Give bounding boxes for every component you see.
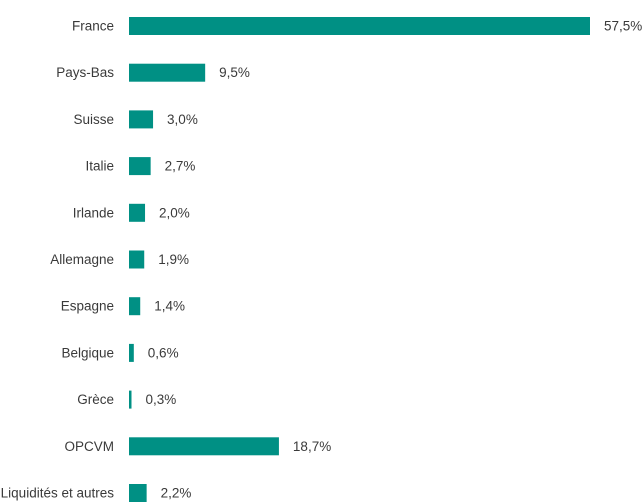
bar-row: Italie 2,7% (85, 157, 196, 176)
bar-row: Suisse 3,0% (73, 110, 198, 129)
bar-row: France 57,5% (72, 17, 642, 35)
bar-row: OPCVM 18,7% (64, 437, 331, 456)
value-label: 1,4% (154, 299, 185, 314)
bar-row: Grèce 0,3% (77, 390, 177, 409)
value-label: 18,7% (293, 439, 331, 454)
value-label: 3,0% (167, 112, 198, 127)
value-label: 1,9% (158, 252, 189, 267)
value-label: 0,6% (148, 345, 179, 360)
category-label: Irlande (73, 205, 114, 220)
bar (129, 63, 206, 82)
category-label: Pays-Bas (56, 65, 114, 80)
bar (129, 17, 590, 35)
bar-row: Espagne 1,4% (61, 297, 185, 316)
value-label: 0,3% (146, 392, 177, 407)
value-label: 2,2% (161, 486, 192, 501)
bar (129, 110, 154, 129)
bar-row: Liquidités et autres 2,2% (1, 484, 192, 502)
value-label: 57,5% (604, 19, 642, 34)
bar (129, 437, 279, 456)
category-label: OPCVM (64, 439, 114, 454)
category-label: Suisse (73, 112, 114, 127)
bar (129, 250, 145, 269)
bar (129, 203, 146, 222)
value-label: 2,0% (159, 205, 190, 220)
bar (129, 157, 151, 176)
category-label: France (72, 19, 114, 34)
bar (129, 297, 141, 316)
category-label: Liquidités et autres (1, 486, 115, 501)
bar-row: Allemagne 1,9% (50, 250, 189, 269)
bar (129, 390, 132, 409)
category-label: Allemagne (50, 252, 114, 267)
bar (129, 343, 134, 362)
bar (129, 484, 147, 502)
value-label: 9,5% (219, 65, 250, 80)
bar-row: Belgique 0,6% (61, 343, 179, 362)
bar-row: Irlande 2,0% (73, 203, 190, 222)
bar-row: Pays-Bas 9,5% (56, 63, 250, 82)
value-label: 2,7% (165, 159, 196, 174)
category-label: Espagne (61, 299, 114, 314)
category-label: Belgique (61, 345, 114, 360)
category-label: Italie (85, 159, 114, 174)
category-label: Grèce (77, 392, 114, 407)
